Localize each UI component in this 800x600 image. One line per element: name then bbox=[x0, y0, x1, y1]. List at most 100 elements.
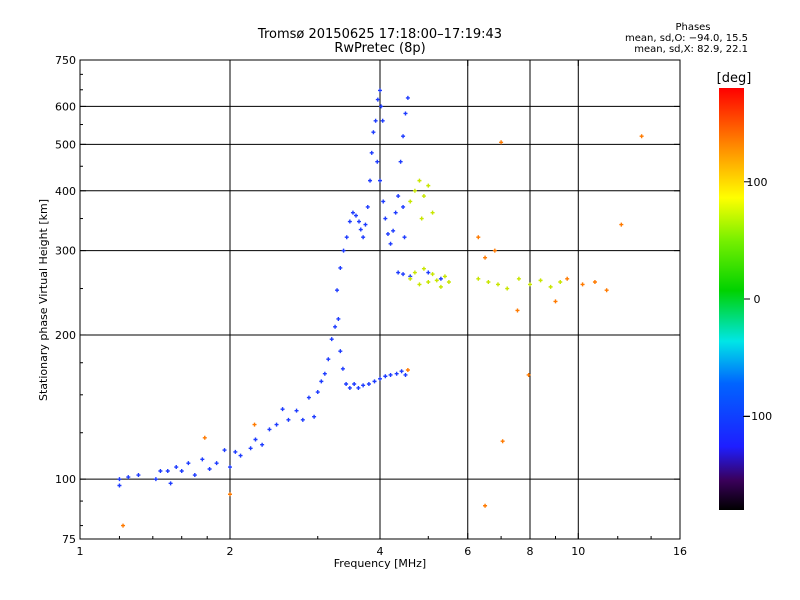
data-point bbox=[430, 272, 435, 277]
y-tick-label: 100 bbox=[55, 473, 76, 486]
data-point bbox=[515, 308, 520, 313]
data-point bbox=[426, 270, 431, 275]
x-tick-label: 4 bbox=[377, 545, 384, 558]
data-point bbox=[168, 481, 173, 486]
data-point bbox=[228, 465, 232, 470]
data-point bbox=[274, 422, 279, 427]
data-point bbox=[412, 270, 417, 275]
y-tick-label: 750 bbox=[55, 54, 76, 67]
y-axis-label: Stationary phase Virtual Height [km] bbox=[37, 199, 50, 401]
phase-summary-o-mode: mean, sd,O: −94.0, 15.5 bbox=[625, 33, 748, 44]
data-point bbox=[341, 248, 346, 253]
data-point bbox=[294, 408, 299, 413]
phase-summary-title: Phases bbox=[675, 22, 711, 33]
data-point bbox=[179, 468, 184, 473]
data-point bbox=[421, 266, 426, 271]
data-point bbox=[403, 111, 408, 116]
data-point bbox=[373, 118, 378, 123]
x-tick-label: 1 bbox=[77, 545, 84, 558]
data-point bbox=[350, 210, 355, 215]
data-point bbox=[639, 134, 644, 139]
data-point bbox=[344, 381, 349, 386]
data-point bbox=[565, 276, 570, 281]
x-tick-label: 6 bbox=[464, 545, 471, 558]
data-point bbox=[391, 228, 396, 233]
data-point bbox=[619, 222, 624, 227]
data-point bbox=[401, 272, 406, 277]
data-point bbox=[385, 231, 390, 236]
data-point bbox=[393, 210, 398, 215]
data-point bbox=[592, 279, 597, 284]
data-point bbox=[438, 284, 443, 289]
data-point bbox=[476, 235, 481, 240]
x-tick-label: 2 bbox=[227, 545, 234, 558]
data-point bbox=[399, 369, 404, 374]
data-point bbox=[300, 417, 305, 422]
data-point bbox=[528, 282, 532, 287]
colorbar-tick-label: 0 bbox=[754, 293, 761, 306]
data-point bbox=[408, 276, 413, 281]
colorbar-tick-label: −100 bbox=[742, 410, 772, 423]
data-point bbox=[312, 414, 317, 419]
data-point bbox=[483, 255, 488, 260]
data-point bbox=[516, 276, 521, 281]
data-point bbox=[356, 385, 361, 390]
data-point bbox=[352, 381, 357, 386]
data-point bbox=[375, 159, 380, 164]
data-point bbox=[126, 475, 131, 480]
data-point bbox=[426, 279, 431, 284]
data-point bbox=[396, 270, 401, 275]
data-point bbox=[388, 372, 393, 377]
data-point bbox=[401, 204, 406, 209]
data-point bbox=[604, 288, 609, 293]
data-point bbox=[417, 178, 422, 183]
x-axis-label: Frequency [MHz] bbox=[334, 557, 426, 570]
data-point bbox=[378, 376, 382, 381]
data-point bbox=[117, 483, 122, 488]
data-point bbox=[388, 241, 393, 246]
data-point bbox=[446, 279, 451, 284]
data-point bbox=[430, 210, 435, 215]
data-point bbox=[153, 477, 158, 482]
data-point bbox=[336, 316, 341, 321]
data-point bbox=[366, 381, 371, 386]
data-point bbox=[442, 274, 447, 279]
phase-summary: Phases mean, sd,O: −94.0, 15.5 mean, sd,… bbox=[598, 22, 748, 55]
data-point bbox=[214, 461, 219, 466]
data-point bbox=[438, 276, 443, 281]
data-point bbox=[483, 503, 488, 508]
data-point bbox=[260, 442, 265, 447]
data-point bbox=[383, 374, 388, 379]
y-tick-label: 75 bbox=[62, 533, 76, 546]
colorbar-label: [deg] bbox=[717, 71, 752, 86]
data-point bbox=[500, 439, 505, 444]
title-line-2: RwPretec (8p) bbox=[334, 41, 426, 56]
data-point bbox=[207, 467, 212, 472]
data-point bbox=[238, 453, 243, 458]
data-point bbox=[335, 288, 340, 293]
phase-summary-x-mode: mean, sd,X: 82.9, 22.1 bbox=[634, 44, 748, 55]
data-point bbox=[322, 371, 327, 376]
data-point bbox=[363, 222, 368, 227]
data-point bbox=[398, 159, 403, 164]
data-point bbox=[356, 219, 361, 224]
data-point bbox=[248, 446, 253, 451]
data-point bbox=[505, 286, 510, 291]
data-point bbox=[371, 130, 376, 135]
data-point bbox=[375, 97, 380, 102]
y-tick-label: 200 bbox=[55, 329, 76, 342]
data-point bbox=[347, 385, 352, 390]
data-point bbox=[403, 372, 408, 377]
data-point bbox=[340, 366, 345, 371]
data-point bbox=[405, 95, 410, 100]
data-point bbox=[434, 278, 439, 283]
data-point bbox=[412, 188, 417, 193]
data-point bbox=[368, 178, 373, 183]
colorbar bbox=[719, 88, 744, 510]
data-point bbox=[383, 216, 388, 221]
data-point bbox=[319, 379, 324, 384]
x-tick-label: 16 bbox=[673, 545, 687, 558]
data-point bbox=[548, 284, 553, 289]
data-point bbox=[380, 118, 385, 123]
